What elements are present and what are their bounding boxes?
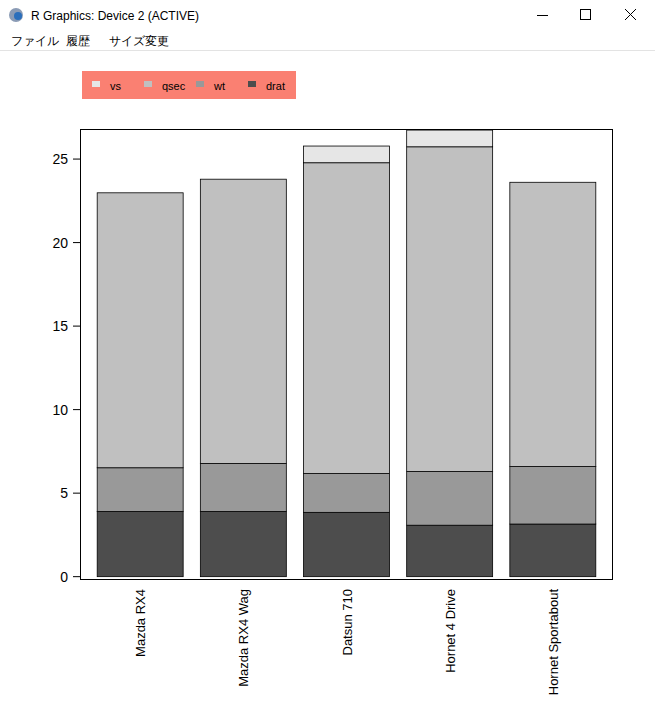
bar-segment bbox=[97, 193, 183, 468]
bar-segment bbox=[200, 463, 286, 511]
bar-segment bbox=[97, 192, 183, 193]
bar-segment bbox=[407, 130, 493, 147]
legend-label: vs bbox=[110, 80, 122, 92]
x-tick-label: Datsun 710 bbox=[340, 589, 355, 656]
bar-segment bbox=[200, 179, 286, 180]
bar-segment bbox=[304, 146, 390, 163]
window-title: R Graphics: Device 2 (ACTIVE) bbox=[31, 9, 199, 23]
bar-segment bbox=[510, 182, 596, 466]
y-tick bbox=[73, 242, 80, 243]
y-tick-label: 10 bbox=[52, 402, 68, 418]
plot-frame bbox=[81, 130, 613, 580]
x-tick-label: Hornet 4 Drive bbox=[443, 589, 458, 673]
y-tick bbox=[73, 409, 80, 410]
legend-key bbox=[92, 81, 100, 87]
y-tick-label: 15 bbox=[52, 318, 68, 334]
minimize-button[interactable] bbox=[537, 15, 548, 16]
y-tick-label: 20 bbox=[52, 235, 68, 251]
app-icon bbox=[9, 8, 23, 22]
legend-key bbox=[144, 81, 152, 87]
close-button[interactable] bbox=[625, 9, 636, 20]
maximize-button[interactable] bbox=[581, 10, 591, 20]
y-tick bbox=[73, 159, 80, 160]
legend-box bbox=[82, 71, 296, 99]
legend-label: drat bbox=[266, 80, 285, 92]
y-tick-label: 5 bbox=[60, 485, 68, 501]
app-icon-inner bbox=[14, 12, 22, 20]
close-icon bbox=[625, 9, 636, 20]
legend-label: wt bbox=[213, 80, 225, 92]
legend-key bbox=[248, 81, 256, 87]
bar-segment bbox=[97, 512, 183, 577]
bar-segment bbox=[304, 512, 390, 576]
bar-segment bbox=[510, 467, 596, 524]
bar-segment bbox=[510, 182, 596, 183]
bar-segment bbox=[304, 163, 390, 474]
x-tick-label: Mazda RX4 Wag bbox=[236, 589, 251, 687]
menu-separator bbox=[0, 50, 655, 51]
y-tick bbox=[73, 493, 80, 494]
bar-segment bbox=[97, 468, 183, 512]
x-tick-label: Mazda RX4 bbox=[133, 589, 148, 657]
close-icon bbox=[625, 9, 636, 20]
bar-segment bbox=[200, 512, 286, 577]
y-tick bbox=[73, 576, 80, 577]
bar-segment bbox=[304, 474, 390, 513]
legend: vs qsec wt drat bbox=[82, 71, 296, 99]
menu-item[interactable]: ファイル bbox=[11, 34, 59, 48]
y-tick-label: 0 bbox=[60, 569, 68, 585]
legend-label: qsec bbox=[162, 80, 186, 92]
window-bg bbox=[0, 0, 655, 705]
bar-segment bbox=[407, 525, 493, 576]
x-tick-label: Hornet Sportabout bbox=[546, 589, 561, 696]
bars bbox=[97, 130, 596, 577]
menu-item[interactable]: 履歴 bbox=[66, 34, 90, 48]
bar-segment bbox=[407, 147, 493, 472]
r-graphics-window: R Graphics: Device 2 (ACTIVE) ファイル履歴 サイズ変更… bbox=[0, 0, 655, 705]
bar-segment bbox=[510, 524, 596, 577]
y-tick-label: 25 bbox=[52, 151, 68, 167]
bar-segment bbox=[200, 179, 286, 463]
bar-segment bbox=[407, 472, 493, 526]
legend-key bbox=[196, 81, 204, 87]
y-tick bbox=[73, 326, 80, 327]
menu-item[interactable]: サイズ変更 bbox=[109, 34, 169, 48]
